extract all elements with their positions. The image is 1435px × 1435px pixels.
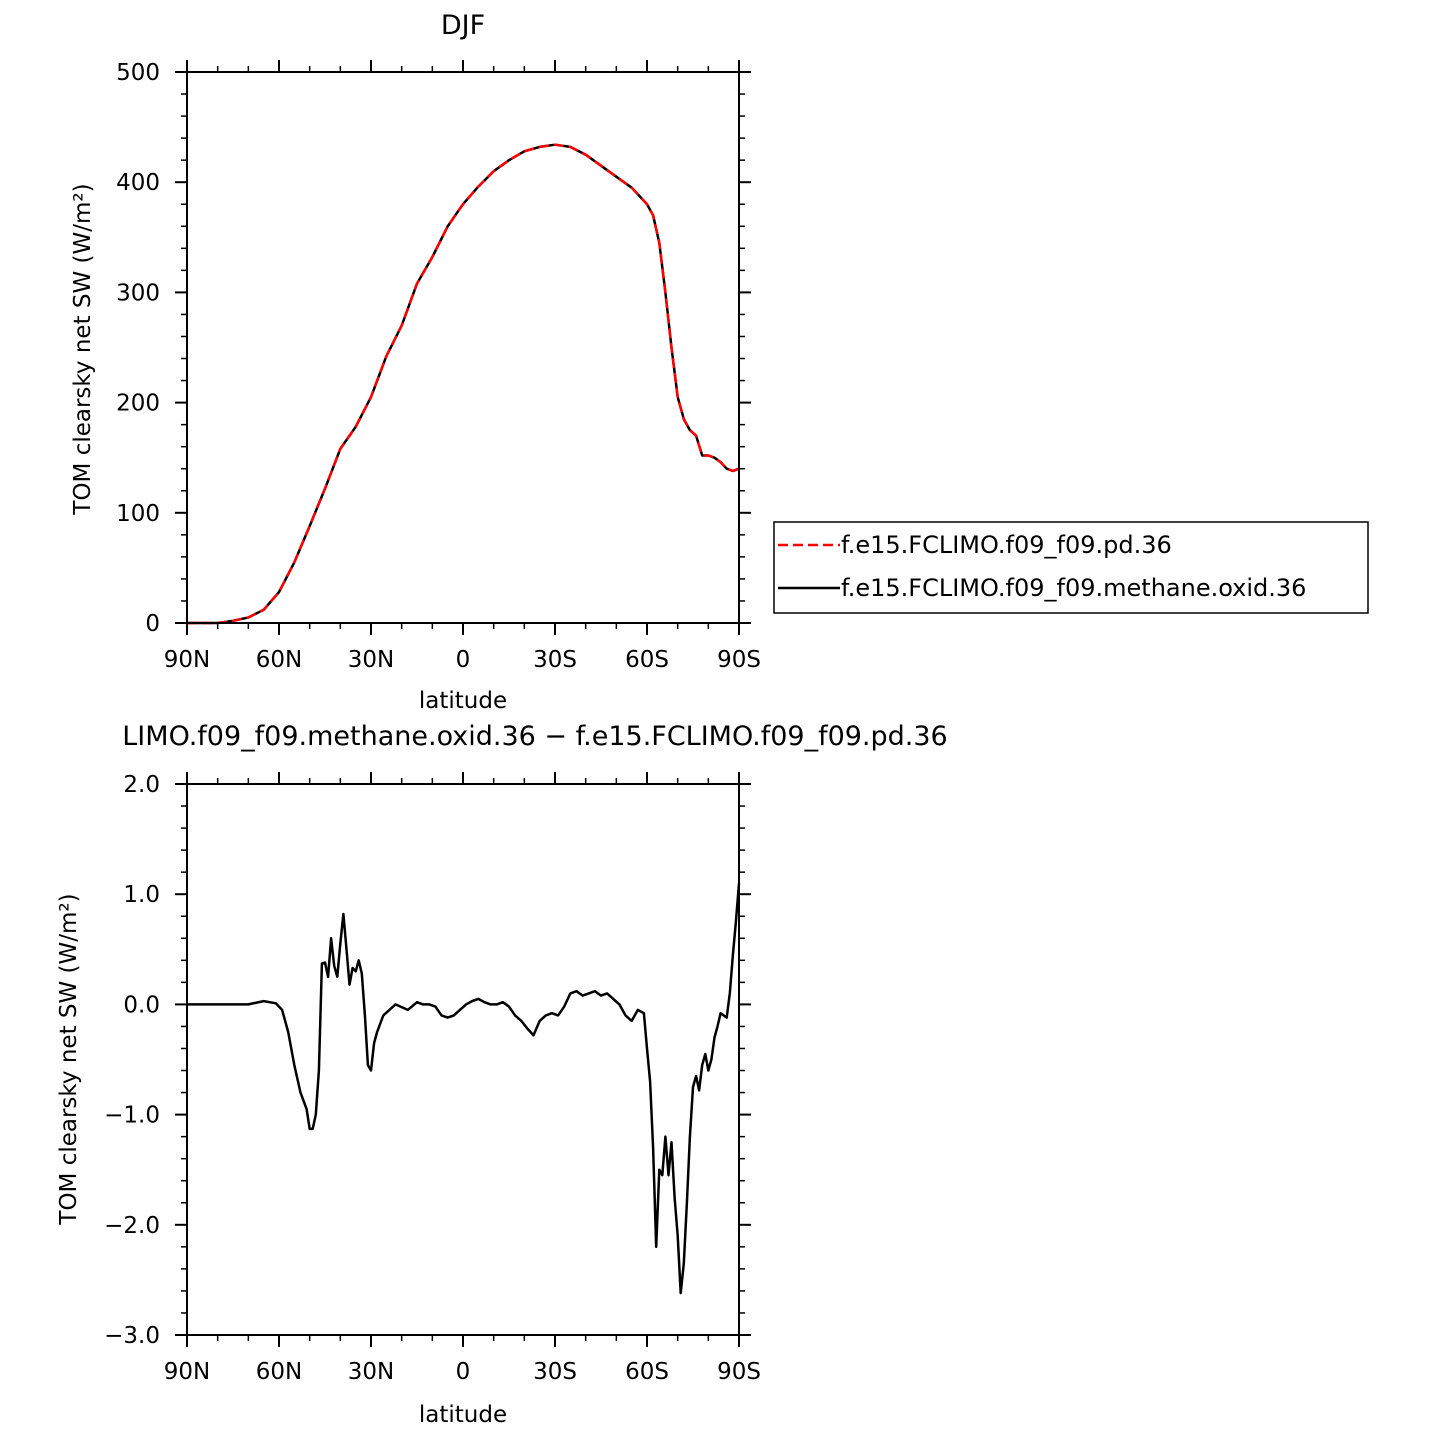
x-tick-label-top: 0: [456, 647, 471, 673]
y-tick-label-bottom: 1.0: [123, 882, 160, 908]
panel-top: DJF TOM clearsky net SW (W/m²) latitude …: [70, 10, 761, 714]
x-tick-label-bottom: 0: [456, 1359, 471, 1385]
x-tick-label-bottom: 90N: [164, 1359, 210, 1385]
x-tick-label-bottom: 30N: [348, 1359, 394, 1385]
series-line-bottom-0: [187, 883, 741, 1295]
legend-label-pd: f.e15.FCLIMO.f09_f09.pd.36: [841, 531, 1172, 559]
x-tick-label-bottom: 30S: [533, 1359, 577, 1385]
panel-bottom: LIMO.f09_f09.methane.oxid.36 − f.e15.FCL…: [56, 721, 948, 1428]
panel-top-frame: [186, 71, 740, 624]
panel-bottom-ticks: 90N 60N 30N 0 30S 60S 90S −3.0 −2.0 −1.0 0.0 1.0 2.0: [104, 772, 761, 1385]
panel-top-lines: [187, 143, 740, 625]
x-tick-label-top: 90S: [717, 647, 761, 673]
legend-label-methane: f.e15.FCLIMO.f09_f09.methane.oxid.36: [841, 574, 1306, 602]
panel-bottom-title: LIMO.f09_f09.methane.oxid.36 − f.e15.FCL…: [122, 721, 947, 752]
x-tick-label-bottom: 60N: [256, 1359, 302, 1385]
panel-bottom-xlabel: latitude: [419, 1402, 507, 1428]
series-line-top-0: [187, 143, 740, 625]
panel-top-ylabel: TOM clearsky net SW (W/m²): [70, 183, 96, 515]
legend-box: [773, 521, 1369, 614]
y-tick-label-bottom: 2.0: [123, 772, 160, 798]
y-tick-label-top: 0: [145, 611, 160, 637]
x-tick-label-bottom: 60S: [625, 1359, 669, 1385]
panel-bottom-ylabel: TOM clearsky net SW (W/m²): [56, 893, 82, 1225]
y-tick-label-top: 200: [116, 391, 160, 417]
y-tick-label-top: 500: [116, 60, 160, 86]
y-tick-label-bottom: −3.0: [104, 1323, 160, 1349]
x-tick-label-top: 30S: [533, 647, 577, 673]
x-tick-label-top: 90N: [164, 647, 210, 673]
panel-bottom-lines: [187, 883, 741, 1295]
y-tick-label-top: 400: [116, 170, 160, 196]
x-tick-label-top: 60N: [256, 647, 302, 673]
y-tick-label-top: 100: [116, 501, 160, 527]
panel-top-ticks: 90N 60N 30N 0 30S 60S 90S 0 100 200 300 400 500: [116, 60, 761, 673]
x-tick-label-top: 30N: [348, 647, 394, 673]
y-tick-label-bottom: −1.0: [104, 1103, 160, 1129]
y-tick-label-top: 300: [116, 280, 160, 306]
y-tick-label-bottom: −2.0: [104, 1213, 160, 1239]
y-tick-label-bottom: 0.0: [123, 992, 160, 1018]
x-tick-label-top: 60S: [625, 647, 669, 673]
panel-top-title: DJF: [441, 10, 485, 41]
legend: f.e15.FCLIMO.f09_f09.pd.36 f.e15.FCLIMO.…: [773, 521, 1369, 614]
panel-top-xlabel: latitude: [419, 688, 507, 714]
x-tick-label-bottom: 90S: [717, 1359, 761, 1385]
panel-bottom-frame: [186, 783, 740, 1336]
